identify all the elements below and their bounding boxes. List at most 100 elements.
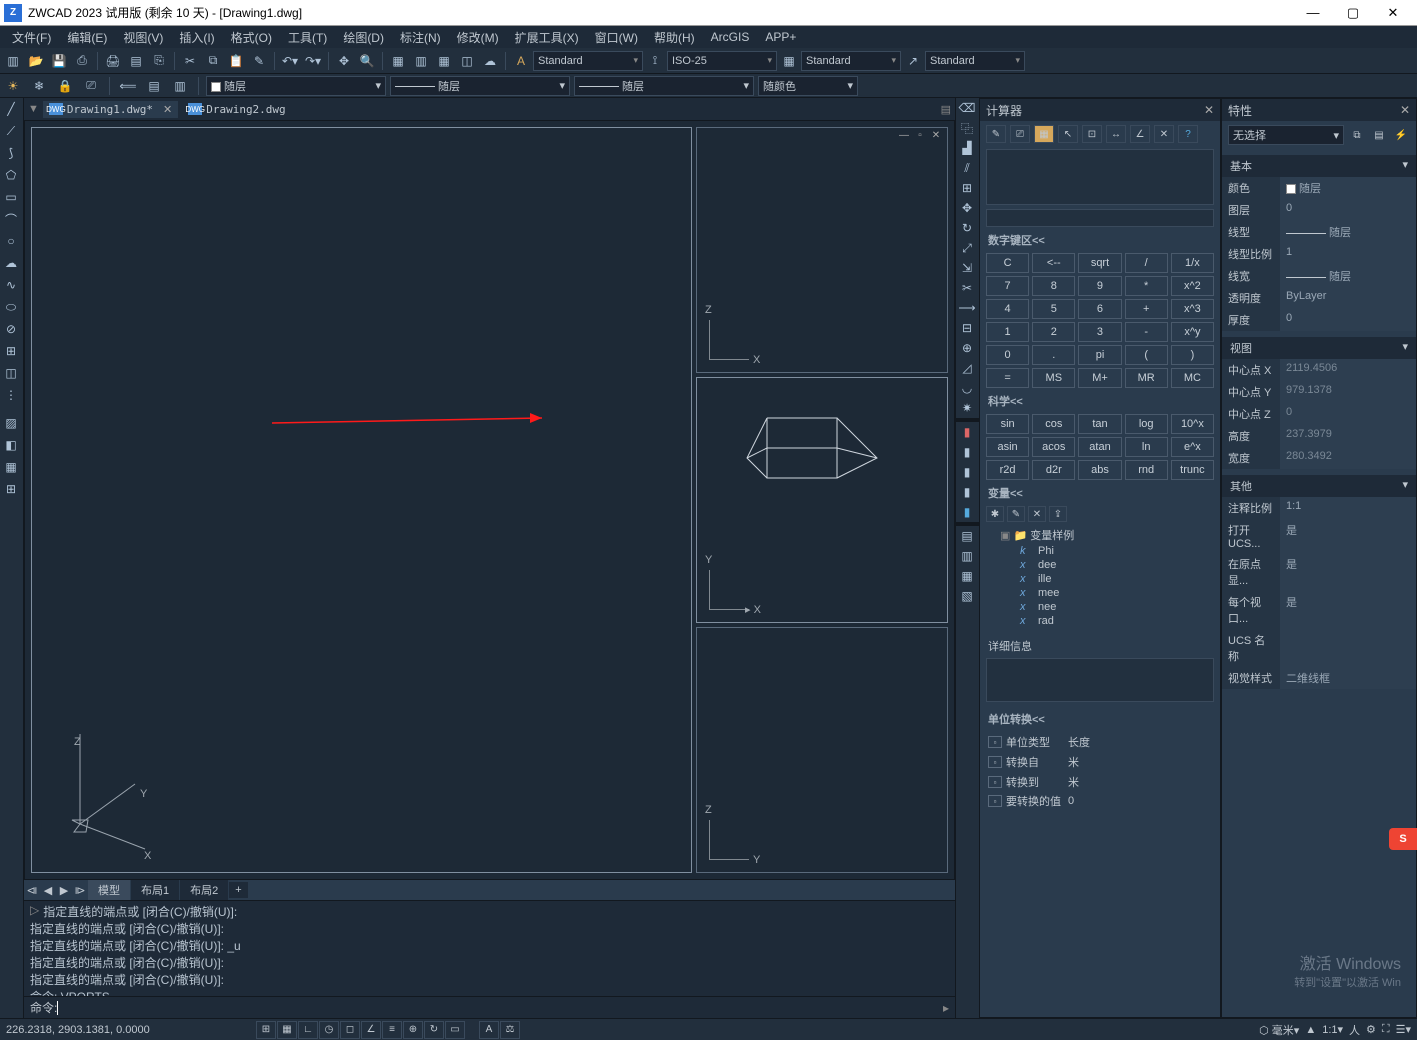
table-style-dropdown[interactable]: Standard▾ xyxy=(801,51,901,71)
props-row[interactable]: 中心点 X2119.4506 xyxy=(1222,359,1416,381)
calc-key[interactable]: ln xyxy=(1125,437,1168,457)
calc-key[interactable]: 8 xyxy=(1032,276,1075,296)
status-gear-icon[interactable]: ⚙ xyxy=(1366,1023,1376,1036)
match-icon[interactable]: ✎ xyxy=(248,50,270,72)
tab-nav-next[interactable]: ▶ xyxy=(56,884,72,897)
calc-key[interactable]: MC xyxy=(1171,368,1214,388)
calc-numpad-header[interactable]: 数字键区<< xyxy=(980,229,1220,251)
var-item[interactable]: xrad xyxy=(986,614,1214,628)
calc-pick-icon[interactable]: ↖ xyxy=(1058,125,1078,143)
calc-key[interactable]: acos xyxy=(1032,437,1075,457)
props-row[interactable]: 线宽随层 xyxy=(1222,265,1416,287)
tab-layout1[interactable]: 布局1 xyxy=(131,880,179,900)
calc-dist-icon[interactable]: ↔ xyxy=(1106,125,1126,143)
menu-item[interactable]: ArcGIS xyxy=(703,28,758,46)
status-iso-icon[interactable]: ▲ xyxy=(1305,1024,1316,1036)
snap-toggle[interactable]: ⊞ xyxy=(256,1021,276,1039)
tablestyle-icon[interactable]: ▦ xyxy=(778,50,800,72)
var-item[interactable]: xille xyxy=(986,572,1214,586)
var-item[interactable]: xdee xyxy=(986,558,1214,572)
ref2-icon[interactable]: ▥ xyxy=(956,546,978,566)
calc-key[interactable]: 9 xyxy=(1078,276,1121,296)
ortho-toggle[interactable]: ∟ xyxy=(298,1021,318,1039)
tabs-menu-icon[interactable]: ▤ xyxy=(941,103,951,116)
hatch-icon[interactable]: ▨ xyxy=(0,412,22,434)
status-menu-icon[interactable]: ☰▾ xyxy=(1396,1023,1411,1036)
status-max-icon[interactable]: ⛶ xyxy=(1382,1023,1390,1036)
print-icon[interactable]: 🖨 xyxy=(102,50,124,72)
cycle-toggle[interactable]: ↻ xyxy=(424,1021,444,1039)
menu-item[interactable]: 窗口(W) xyxy=(587,27,646,48)
trim-icon[interactable]: ✂ xyxy=(956,278,978,298)
props-row[interactable]: 视觉样式二维线框 xyxy=(1222,667,1416,689)
ref4-icon[interactable]: ▧ xyxy=(956,586,978,606)
tab-add[interactable]: + xyxy=(229,882,247,898)
calc-sci-header[interactable]: 科学<< xyxy=(980,390,1220,412)
var-item[interactable]: xmee xyxy=(986,586,1214,600)
array-icon[interactable]: ⊞ xyxy=(956,178,978,198)
props-row[interactable]: 打开 UCS...是 xyxy=(1222,519,1416,553)
close-tab-icon[interactable]: ✕ xyxy=(163,103,172,116)
table-icon[interactable]: ⊞ xyxy=(0,478,22,500)
var-send-icon[interactable]: ⇪ xyxy=(1049,506,1067,522)
calc-key[interactable]: C xyxy=(986,253,1029,273)
menu-item[interactable]: 格式(O) xyxy=(223,27,280,48)
layer-iso-icon[interactable]: ▥ xyxy=(169,75,191,97)
menu-item[interactable]: 编辑(E) xyxy=(59,27,115,48)
props-row[interactable]: 中心点 Z0 xyxy=(1222,403,1416,425)
layer-props-icon[interactable]: ⎚ xyxy=(80,75,102,97)
gradient-icon[interactable]: ◧ xyxy=(0,434,22,456)
tab-model[interactable]: 模型 xyxy=(88,880,130,900)
textstyle-icon[interactable]: A xyxy=(510,50,532,72)
calc-getpt-icon[interactable]: ⊡ xyxy=(1082,125,1102,143)
calc-clear-icon[interactable]: ✎ xyxy=(986,125,1006,143)
cloud-icon[interactable]: ☁ xyxy=(479,50,501,72)
props-selection-dropdown[interactable]: 无选择▾ xyxy=(1228,125,1344,145)
model-toggle[interactable]: ▭ xyxy=(445,1021,465,1039)
calc-key[interactable]: - xyxy=(1125,322,1168,342)
zoom-icon[interactable]: 🔍 xyxy=(356,50,378,72)
calc-key[interactable]: trunc xyxy=(1171,460,1214,480)
calc-key[interactable]: M+ xyxy=(1078,368,1121,388)
props-group-basic[interactable]: 基本▾ xyxy=(1222,155,1416,177)
calc-close-icon[interactable]: ✕ xyxy=(1204,103,1214,117)
layer-lock-icon[interactable]: 🔒 xyxy=(54,75,76,97)
plotstyle-dropdown[interactable]: 随颜色▾ xyxy=(758,76,858,96)
unit-row[interactable]: ▫转换自米 xyxy=(980,752,1220,772)
var-del-icon[interactable]: ✕ xyxy=(1028,506,1046,522)
var-item[interactable]: xnee xyxy=(986,600,1214,614)
menu-item[interactable]: 修改(M) xyxy=(449,27,507,48)
menu-item[interactable]: 工具(T) xyxy=(280,27,335,48)
pal5-icon[interactable]: ▮ xyxy=(956,502,978,522)
calc-key[interactable]: log xyxy=(1125,414,1168,434)
copy2-icon[interactable]: ⿻ xyxy=(956,118,978,138)
calc-key[interactable]: 5 xyxy=(1032,299,1075,319)
cut-icon[interactable]: ✂ xyxy=(179,50,201,72)
calc-key[interactable]: tan xyxy=(1078,414,1121,434)
viewport-top[interactable]: — ▫ ✕ Z X xyxy=(696,127,948,373)
calc-key[interactable]: * xyxy=(1125,276,1168,296)
calc-key[interactable]: MR xyxy=(1125,368,1168,388)
var-edit-icon[interactable]: ✎ xyxy=(1007,506,1025,522)
osnap-toggle[interactable]: ◻ xyxy=(340,1021,360,1039)
props-row[interactable]: 颜色随层 xyxy=(1222,177,1416,199)
calc-key[interactable]: MS xyxy=(1032,368,1075,388)
calc-key[interactable]: 3 xyxy=(1078,322,1121,342)
text-style-dropdown[interactable]: Standard▾ xyxy=(533,51,643,71)
props-quick-icon[interactable]: ▤ xyxy=(1370,126,1388,144)
tab-nav-prev[interactable]: ◀ xyxy=(40,884,56,897)
extend-icon[interactable]: ⟶ xyxy=(956,298,978,318)
calc-angle-icon[interactable]: ∠ xyxy=(1130,125,1150,143)
props-group-view[interactable]: 视图▾ xyxy=(1222,337,1416,359)
calc-help-icon[interactable]: ? xyxy=(1178,125,1198,143)
props-group-other[interactable]: 其他▾ xyxy=(1222,475,1416,497)
var-new-icon[interactable]: ✱ xyxy=(986,506,1004,522)
ref3-icon[interactable]: ▦ xyxy=(956,566,978,586)
calc-paste-icon[interactable]: ▦ xyxy=(1034,125,1054,143)
calc-key[interactable]: ) xyxy=(1171,345,1214,365)
offset-icon[interactable]: ⫽ xyxy=(956,158,978,178)
props-row[interactable]: UCS 名称 xyxy=(1222,629,1416,667)
props-row[interactable]: 线型随层 xyxy=(1222,221,1416,243)
calc-key[interactable]: 10^x xyxy=(1171,414,1214,434)
calc-key[interactable]: x^3 xyxy=(1171,299,1214,319)
